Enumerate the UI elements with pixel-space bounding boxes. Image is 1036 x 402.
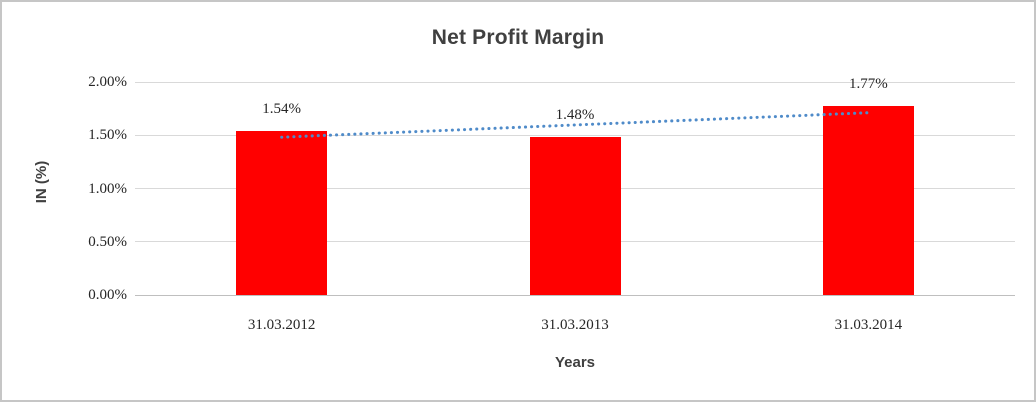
bar-31.03.2014: [822, 106, 914, 295]
x-tick-label: 31.03.2013: [541, 317, 609, 333]
x-axis-title: Years: [554, 354, 596, 371]
data-label: 1.54%: [262, 100, 302, 117]
chart-title: Net Profit Margin: [431, 26, 605, 49]
data-label: 1.48%: [555, 107, 595, 124]
x-axis-line: [135, 294, 1015, 296]
y-tick-label: 0.00%: [88, 287, 127, 303]
y-tick-label: 2.00%: [88, 74, 127, 90]
x-tick-label: 31.03.2012: [247, 317, 316, 333]
y-tick-label: 1.50%: [88, 127, 127, 144]
y-tick-label: 0.50%: [88, 233, 127, 250]
x-tick-label: 31.03.2014: [834, 317, 903, 333]
y-tick-label: 1.00%: [88, 180, 127, 197]
bar-31.03.2013: [529, 137, 621, 295]
bar-31.03.2012: [236, 130, 328, 295]
gridline: [135, 81, 1015, 83]
data-label: 1.77%: [848, 76, 888, 93]
